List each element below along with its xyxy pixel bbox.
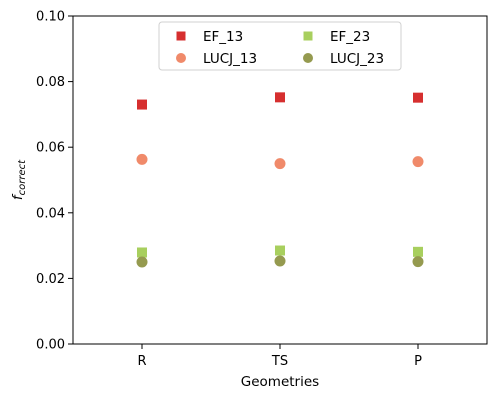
- y-axis: 0.00 0.02 0.04 0.06 0.08 0.10: [36, 10, 73, 353]
- data-point: [413, 246, 423, 257]
- x-tick-label: TS: [271, 354, 288, 369]
- data-point: [412, 156, 424, 168]
- legend-label: EF_23: [330, 29, 370, 45]
- series-lucj-23: [136, 255, 424, 268]
- data-point: [413, 92, 423, 103]
- legend-label: LUCJ_23: [330, 51, 384, 67]
- y-tick-label: 0.08: [36, 75, 65, 90]
- y-axis-label-subscript: correct: [17, 159, 28, 195]
- data-point: [137, 247, 147, 258]
- legend-marker: [303, 53, 313, 63]
- y-tick-label: 0.04: [36, 206, 65, 221]
- data-point: [412, 256, 424, 268]
- data-point: [136, 256, 148, 268]
- y-tick-label: 0.02: [36, 272, 65, 287]
- y-axis-label: fcorrect: [10, 159, 28, 200]
- y-axis-label-main: f: [10, 193, 26, 200]
- legend-entry: EF_13: [176, 29, 243, 45]
- legend-box: [158, 21, 402, 71]
- x-axis: R TS P: [137, 344, 422, 369]
- data-point: [136, 153, 148, 165]
- data-point: [274, 255, 286, 267]
- legend-marker: [303, 31, 313, 41]
- data-point: [275, 245, 285, 256]
- legend-marker: [176, 31, 186, 41]
- legend-label: EF_13: [203, 29, 243, 45]
- legend-marker: [176, 53, 186, 63]
- data-point: [275, 92, 285, 103]
- x-axis-label: Geometries: [241, 374, 319, 390]
- legend-label: LUCJ_13: [203, 51, 257, 67]
- y-tick-label: 0.10: [36, 10, 65, 25]
- legend-entry: LUCJ_23: [303, 51, 384, 67]
- legend: EF_13 LUCJ_13 EF_23 LUCJ_23: [158, 21, 402, 71]
- legend-entry: LUCJ_13: [176, 51, 257, 67]
- legend-entry: EF_23: [303, 29, 370, 45]
- x-tick-label: R: [137, 354, 146, 369]
- plot-area: [136, 92, 424, 268]
- series-ef-23: [137, 245, 423, 258]
- series-lucj-13: [136, 153, 424, 170]
- data-point: [274, 158, 286, 170]
- data-point: [137, 99, 147, 110]
- x-tick-label: P: [414, 354, 422, 369]
- series-ef-13: [137, 92, 423, 110]
- y-tick-label: 0.06: [36, 141, 65, 156]
- y-tick-label: 0.00: [36, 338, 65, 353]
